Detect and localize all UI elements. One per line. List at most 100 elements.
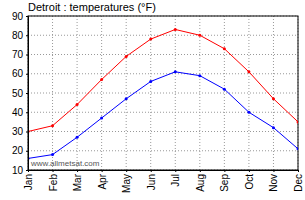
grid-line (175, 16, 176, 170)
marker (198, 74, 201, 77)
tick-mark (175, 170, 176, 172)
tick-label: 50 (12, 88, 24, 99)
tick-mark (224, 170, 225, 172)
tick: 90 (12, 11, 28, 22)
tick-label: Nov (268, 174, 279, 192)
tick: 40 (12, 107, 28, 118)
tick-mark (53, 170, 54, 172)
tick-label: 30 (12, 126, 24, 137)
tick-label: Jun (146, 174, 157, 190)
tick-label: 20 (12, 145, 24, 156)
tick-label: 10 (12, 165, 24, 176)
marker (125, 97, 128, 100)
tick-label: Oct (244, 174, 255, 190)
x-axis: Jan Feb Mar Apr May Jun Jul Aug Sep Oct Nov Dec (23, 170, 304, 193)
tick-mark (26, 93, 28, 94)
marker (198, 34, 201, 37)
marker (149, 80, 152, 83)
tick: Apr (97, 170, 108, 190)
tick-mark (26, 16, 28, 17)
tick-mark (126, 170, 127, 172)
tick-mark (26, 132, 28, 133)
plot-frame (28, 16, 298, 170)
marker (76, 136, 79, 139)
tick-label: Apr (97, 173, 108, 189)
grid-line (77, 16, 78, 170)
tick: Aug (195, 170, 206, 192)
grid-line (224, 16, 225, 170)
tick: Jun (146, 170, 157, 190)
marker (272, 97, 275, 100)
marker (174, 70, 177, 73)
tick: 60 (12, 68, 28, 79)
marker (149, 38, 152, 41)
marker (125, 55, 128, 58)
marker (223, 47, 226, 50)
plot: www.allmetsat.com 10 20 30 40 50 60 70 80 90 Jan Fe… (12, 11, 304, 193)
grid-line (199, 16, 200, 170)
tick-mark (26, 74, 28, 75)
grid-line (126, 16, 127, 170)
tick: Jan (23, 170, 34, 190)
series-group (28, 28, 298, 160)
grid-line (28, 73, 298, 74)
marker (223, 88, 226, 91)
tick-mark (298, 170, 299, 172)
tick-mark (26, 170, 28, 171)
tick-mark (26, 55, 28, 56)
marker (247, 111, 250, 114)
marker (174, 28, 177, 31)
annotation: www.allmetsat.com (30, 159, 100, 168)
tick: Jul (170, 170, 181, 187)
tick-mark (151, 170, 152, 172)
marker (100, 117, 103, 120)
tick: 80 (12, 30, 28, 41)
tick-mark (200, 170, 201, 172)
grid-line (101, 16, 102, 170)
y-axis: 10 20 30 40 50 60 70 80 90 (12, 11, 29, 176)
tick-label: 40 (12, 107, 24, 118)
grid-line (273, 16, 274, 170)
tick-mark (273, 170, 274, 172)
axis-line (26, 17, 29, 171)
marker (51, 124, 54, 127)
tick-label: Dec (293, 174, 304, 192)
grid-line (28, 93, 298, 94)
tick: Nov (268, 170, 279, 192)
tick: Oct (244, 170, 255, 190)
tick-label: 60 (12, 68, 24, 79)
chart: www.allmetsat.com 10 20 30 40 50 60 70 80 90 Jan Fe… (0, 0, 305, 200)
grid-line (248, 16, 249, 170)
tick-label: May (121, 174, 132, 193)
series-line (28, 72, 298, 159)
tick-mark (26, 112, 28, 113)
tick-label: 80 (12, 30, 24, 41)
tick-mark (28, 170, 29, 172)
tick-label: 70 (12, 49, 24, 60)
tick: Sep (219, 170, 230, 192)
tick: Dec (293, 170, 304, 192)
tick-label: Aug (195, 174, 206, 192)
marker (100, 78, 103, 81)
tick: Feb (48, 170, 59, 191)
grid-line (28, 54, 298, 55)
tick-mark (102, 170, 103, 172)
tick-label: Jan (23, 174, 34, 190)
tick-mark (249, 170, 250, 172)
tick-label: Jul (170, 174, 181, 187)
series-line (28, 29, 298, 131)
grid (28, 16, 298, 170)
marker (247, 70, 250, 73)
tick-label: Mar (72, 173, 83, 191)
tick: Mar (72, 170, 83, 191)
grid-line (52, 16, 53, 170)
grid-line (28, 35, 298, 36)
marker (297, 147, 299, 150)
grid-line (28, 150, 298, 151)
tick-mark (77, 170, 78, 172)
grid-line (28, 131, 298, 132)
marker (51, 153, 54, 156)
tick: May (121, 170, 132, 193)
title: Detroit : temperatures (°F) (28, 1, 156, 13)
tick: 50 (12, 88, 28, 99)
